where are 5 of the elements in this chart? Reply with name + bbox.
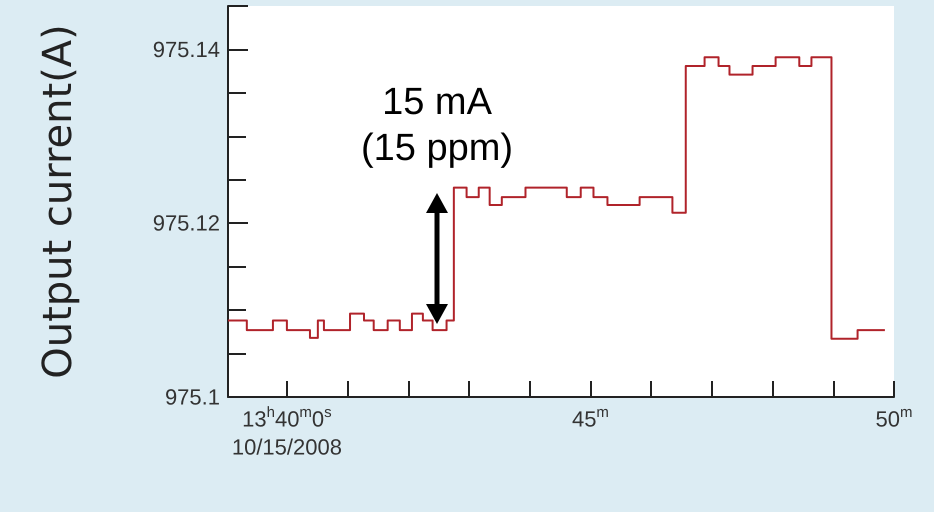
y-axis-title: Output current(A) — [35, 24, 81, 379]
y-tick-label: 975.14 — [152, 36, 220, 62]
y-tick-label: 975.12 — [152, 210, 220, 236]
annotation: 15 mA (15 ppm) — [360, 81, 514, 169]
y-tick-label: 975.1 — [164, 384, 220, 410]
